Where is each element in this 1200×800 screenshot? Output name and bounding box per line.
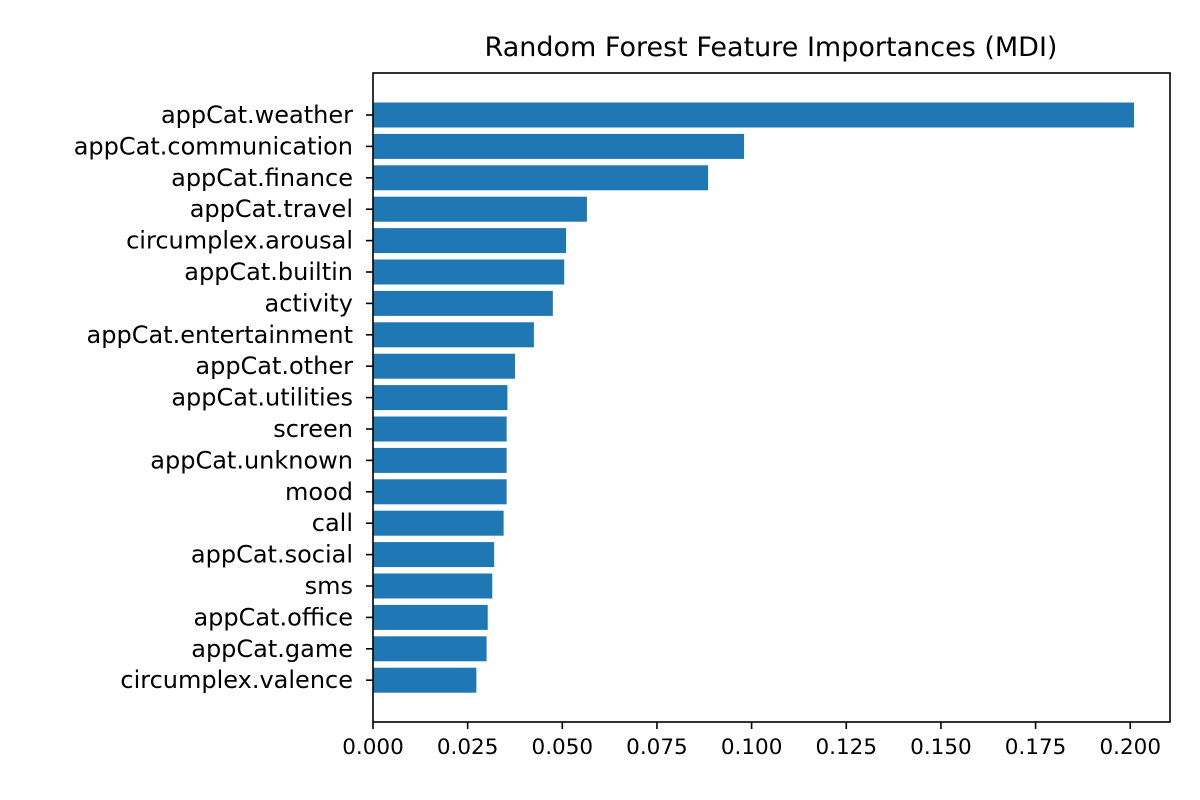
bar-circumplex-arousal xyxy=(373,228,567,254)
y-tick-label: circumplex.arousal xyxy=(126,227,353,255)
bars-layer xyxy=(373,102,1135,693)
bar-sms xyxy=(373,573,493,599)
bar-appcat-social xyxy=(373,542,495,568)
bar-appcat-game xyxy=(373,636,487,662)
y-tick-label: circumplex.valence xyxy=(120,666,353,694)
x-tick-label: 0.025 xyxy=(437,735,499,760)
chart-title: Random Forest Feature Importances (MDI) xyxy=(485,32,1058,63)
x-tick-label: 0.050 xyxy=(532,735,594,760)
bar-call xyxy=(373,510,504,536)
y-tick-label: appCat.unknown xyxy=(150,446,353,474)
bar-appcat-weather xyxy=(373,102,1135,128)
x-axis: 0.000 0.025 0.050 0.075 0.100 0.125 0.150 0.175… xyxy=(342,722,1161,760)
bar-appcat-unknown xyxy=(373,447,507,473)
bar-screen xyxy=(373,416,507,442)
bar-appcat-finance xyxy=(373,165,709,191)
bar-appcat-travel xyxy=(373,196,587,222)
x-tick-label: 0.075 xyxy=(626,735,688,760)
x-tick-label: 0.100 xyxy=(721,735,783,760)
y-tick-label: appCat.travel xyxy=(190,195,353,223)
y-tick-label: appCat.social xyxy=(191,541,353,569)
y-tick-label: call xyxy=(312,509,353,537)
bar-appcat-office xyxy=(373,604,488,630)
y-tick-label: appCat.entertainment xyxy=(87,321,353,349)
y-tick-label: appCat.builtin xyxy=(184,258,353,286)
bar-appcat-other xyxy=(373,353,515,379)
bar-appcat-builtin xyxy=(373,259,565,285)
x-tick-label: 0.000 xyxy=(342,735,404,760)
x-tick-label: 0.125 xyxy=(815,735,877,760)
bar-activity xyxy=(373,290,553,316)
bar-appcat-utilities xyxy=(373,385,508,411)
y-tick-label: screen xyxy=(273,415,353,443)
plot-frame xyxy=(372,72,1171,723)
y-tick-label: mood xyxy=(285,478,353,506)
x-tick-label: 0.150 xyxy=(910,735,972,760)
y-tick-label: appCat.weather xyxy=(161,101,353,129)
bar-circumplex-valence xyxy=(373,667,477,693)
y-tick-label: appCat.game xyxy=(191,635,353,663)
category-labels: appCat.weather appCat.communication appCat… xyxy=(74,101,373,694)
y-tick-label: appCat.utilities xyxy=(171,384,353,412)
y-tick-label: activity xyxy=(265,289,353,317)
x-tick-label: 0.200 xyxy=(1099,735,1161,760)
x-tick-label: 0.175 xyxy=(1005,735,1067,760)
bar-mood xyxy=(373,479,507,505)
bar-appcat-entertainment xyxy=(373,322,534,348)
bar-appcat-communication xyxy=(373,133,745,159)
y-tick-label: sms xyxy=(305,572,353,600)
y-tick-label: appCat.other xyxy=(195,352,353,380)
y-tick-label: appCat.office xyxy=(193,603,353,631)
y-tick-label: appCat.finance xyxy=(171,164,353,192)
y-tick-label: appCat.communication xyxy=(74,132,353,160)
